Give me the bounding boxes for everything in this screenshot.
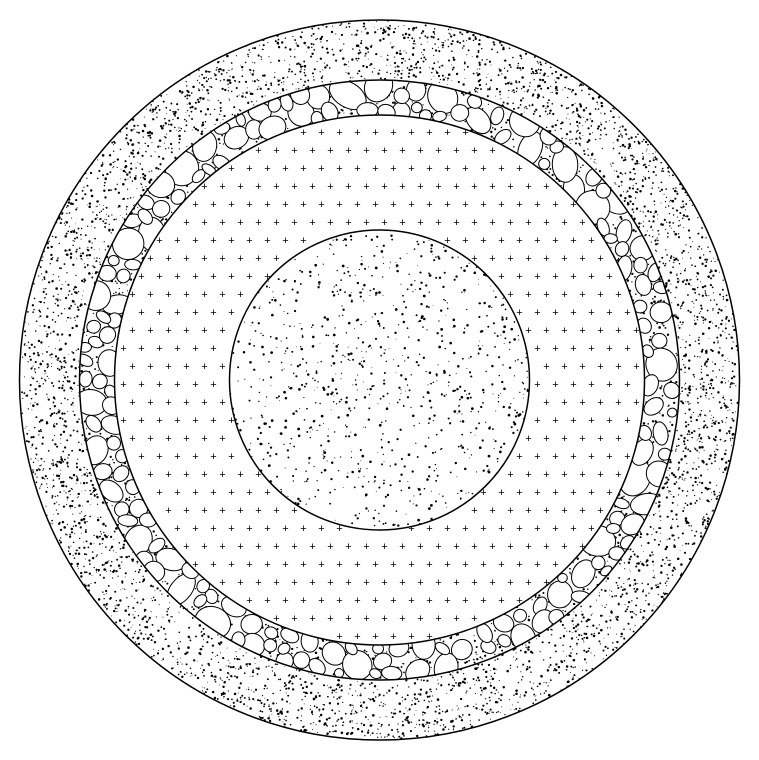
ring-cross-grid: ++++++++++++++++++++++++++++++++++++++++…	[120, 127, 639, 643]
ring-outer-stipple	[21, 19, 739, 740]
cross-section-diagram: ++++++++++++++++++++++++++++++++++++++++…	[0, 0, 759, 760]
inner-stipple	[230, 235, 529, 527]
